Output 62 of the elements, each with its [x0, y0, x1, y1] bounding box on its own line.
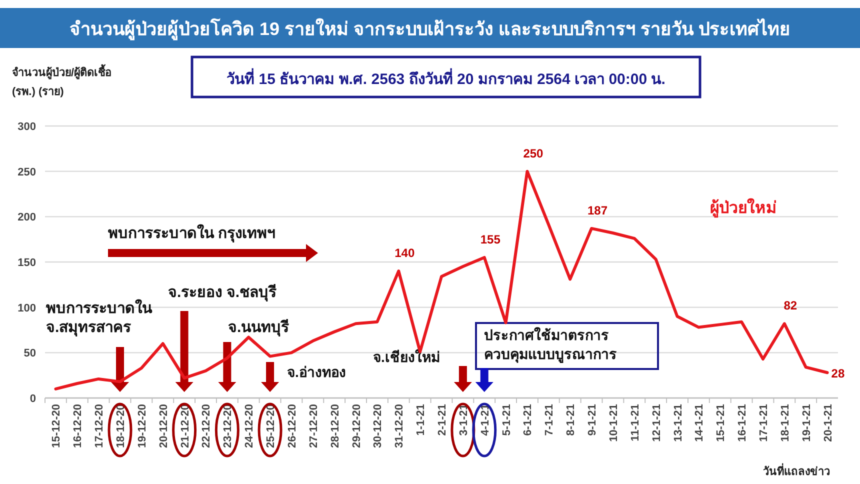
x-tick-label: 12-1-21	[650, 404, 663, 442]
y-tick-label: 200	[18, 212, 36, 224]
x-tick-label: 1-1-21	[415, 404, 428, 436]
y-tick-label: 0	[30, 393, 36, 405]
x-tick-label: 19-12-20	[136, 404, 148, 448]
chart-subtitle: วันที่ 15 ธันวาคม พ.ศ. 2563 ถึงวันที่ 20 มกราคม 2564 เวลา 00:00 น.	[226, 68, 666, 88]
annotation: จ.ระยอง จ.ชลบุรี	[168, 284, 278, 302]
x-tick-label: 6-1-21	[522, 404, 534, 436]
x-tick-label: 11-1-21	[629, 404, 642, 442]
x-axis-title: วันที่แถลงข่าว	[763, 463, 830, 478]
x-tick-label: 25-12-20	[265, 404, 278, 448]
y-axis-title: จำนวนผู้ป่วย/ผู้ติดเชื้อ (รพ.) (ราย)	[12, 64, 112, 98]
x-tick-label: 28-12-20	[329, 404, 342, 448]
data-label: 250	[523, 146, 544, 160]
x-tick-label: 22-12-20	[200, 404, 213, 448]
x-tick-label: 26-12-20	[286, 404, 298, 448]
x-tick-label: 17-12-20	[94, 404, 106, 448]
data-label: 140	[394, 246, 415, 260]
x-tick-label: 29-12-20	[350, 404, 363, 448]
data-label: 82	[784, 298, 798, 313]
x-tick-label: 9-1-21	[586, 404, 599, 436]
x-tick-label: 23-12-20	[222, 404, 234, 448]
x-tick-label: 16-1-21	[736, 404, 749, 442]
x-tick-label: 15-12-20	[50, 404, 63, 448]
x-tick-label: 4-1-21	[479, 404, 492, 436]
x-tick-label: 21-12-20	[179, 404, 192, 448]
x-tick-label: 5-1-21	[500, 404, 513, 436]
x-tick-label: 19-1-21	[800, 404, 813, 442]
annotation: พบการระบาดใน จ.สมุทรสาคร	[46, 299, 153, 337]
x-tick-label: 15-1-21	[715, 404, 728, 442]
x-tick-label: 27-12-20	[308, 404, 320, 448]
x-tick-label: 2-1-21	[436, 404, 448, 436]
y-tick-label: 300	[18, 121, 36, 133]
x-tick-label: 18-1-21	[779, 404, 792, 442]
annotation: จ.เชียงใหม่	[373, 348, 440, 365]
x-tick-label: 31-12-20	[394, 404, 406, 448]
y-tick-label: 150	[18, 257, 36, 269]
x-tick-label: 8-1-21	[565, 404, 578, 436]
annotation: ประกาศใช้มาตรการ ควบคุมแบบบูรณาการ	[484, 326, 617, 363]
y-tick-label: 50	[24, 348, 36, 360]
x-tick-label: 3-1-21	[458, 404, 470, 436]
data-label: 187	[588, 203, 608, 218]
chart-title: จำนวนผู้ป่วยผู้ป่วยโควิด 19 รายใหม่ จากระบบเฝ้าระวัง และระบบบริการฯ รายวัน ประเทศไทย	[69, 18, 791, 41]
y-tick-label: 100	[18, 302, 36, 314]
x-tick-label: 30-12-20	[372, 404, 384, 448]
x-tick-label: 18-12-20	[115, 404, 128, 448]
x-tick-label: 16-12-20	[72, 404, 84, 448]
annotation: จ.อ่างทอง	[287, 364, 346, 380]
x-tick-label: 7-1-21	[544, 404, 556, 436]
annotation: จ.นนทบุรี	[228, 319, 290, 337]
text: ผู้ป่วยใหม่	[710, 198, 778, 220]
x-tick-label: 17-1-21	[758, 404, 770, 442]
data-label: 28	[831, 366, 845, 381]
x-tick-label: 24-12-20	[244, 404, 256, 448]
x-tick-label: 10-1-21	[608, 404, 620, 442]
x-tick-label: 13-1-21	[672, 404, 684, 442]
annotation: พบการระบาดใน กรุงเทพฯ	[108, 224, 276, 243]
data-label: 155	[480, 232, 501, 246]
x-tick-label: 20-1-21	[822, 404, 834, 442]
x-tick-label: 20-12-20	[158, 404, 170, 448]
x-tick-label: 14-1-21	[694, 404, 706, 442]
y-tick-label: 250	[18, 166, 36, 178]
